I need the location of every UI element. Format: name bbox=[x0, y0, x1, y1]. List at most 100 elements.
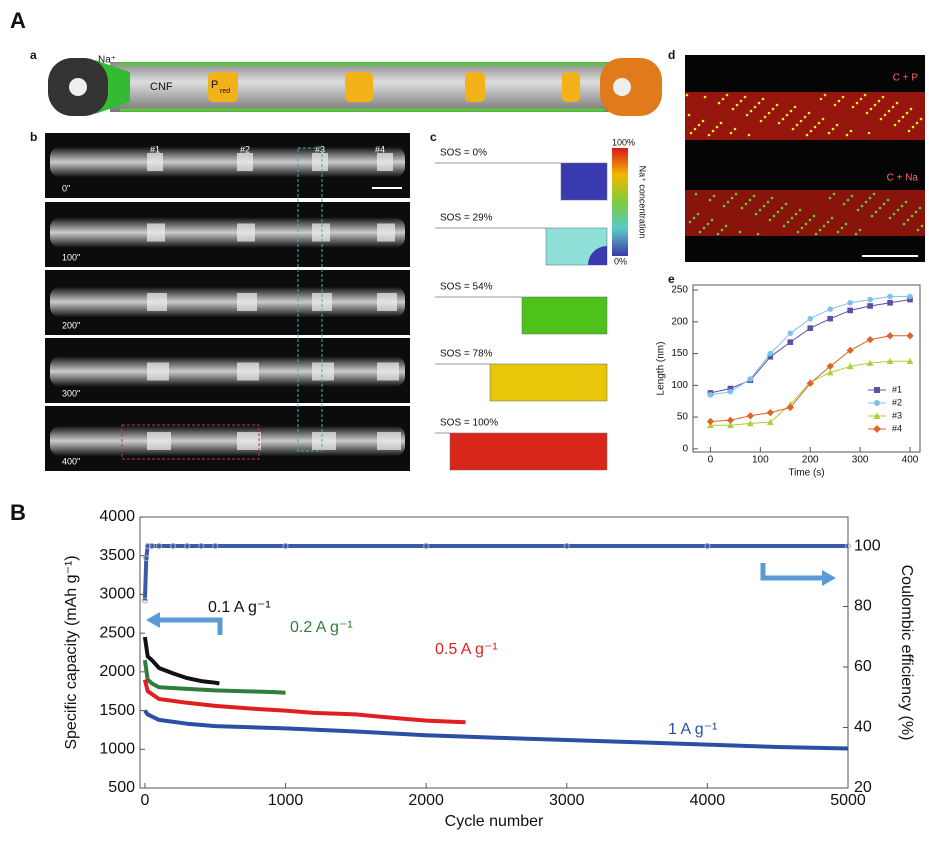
map-label: C + P bbox=[893, 73, 919, 84]
y2-tick-label: 60 bbox=[854, 658, 872, 675]
map-dot bbox=[919, 117, 923, 121]
map-dot bbox=[721, 97, 725, 101]
ion-label: Na⁺ bbox=[98, 55, 116, 66]
map-dot bbox=[722, 204, 726, 208]
particle-image bbox=[377, 362, 399, 381]
legend-label: #4 bbox=[892, 423, 902, 433]
particle-image bbox=[377, 293, 397, 311]
map-dot bbox=[708, 198, 712, 202]
arrow-head bbox=[822, 570, 836, 586]
map-dot bbox=[724, 224, 728, 228]
time-label: 200" bbox=[62, 320, 80, 330]
map-dot bbox=[804, 222, 808, 226]
particle-image bbox=[237, 153, 253, 171]
sos-label: SOS = 78% bbox=[440, 349, 493, 360]
map-dot bbox=[735, 103, 739, 107]
map-dot bbox=[711, 129, 715, 133]
map-dot bbox=[789, 109, 793, 113]
map-dot bbox=[837, 99, 841, 103]
map-dot bbox=[719, 121, 723, 125]
panel-label: a bbox=[30, 48, 37, 62]
map-dot bbox=[740, 206, 744, 210]
time-label: 300" bbox=[62, 388, 80, 398]
series-label: 0.5 A g⁻¹ bbox=[435, 641, 498, 658]
particle-image bbox=[147, 223, 165, 242]
map-dot bbox=[835, 123, 839, 127]
y-tick-label: 500 bbox=[108, 779, 135, 796]
particle-image bbox=[147, 293, 167, 311]
map-dot bbox=[909, 107, 913, 111]
map-dot bbox=[698, 230, 702, 234]
y-axis-title: Specific capacity (mAh g⁻¹) bbox=[63, 555, 80, 749]
highlight-box bbox=[121, 424, 260, 460]
x-tick-label: 4000 bbox=[690, 792, 726, 809]
y-tick-label: 3500 bbox=[99, 547, 135, 564]
y-axis-title: Length (nm) bbox=[656, 342, 667, 396]
marker bbox=[907, 293, 913, 300]
particle-label: #3 bbox=[315, 144, 325, 154]
y-tick-label: 1500 bbox=[99, 702, 135, 719]
marker bbox=[184, 543, 191, 550]
map-dot bbox=[897, 119, 901, 123]
map-dot bbox=[767, 111, 771, 115]
marker bbox=[563, 543, 570, 550]
particle-image bbox=[237, 432, 261, 450]
arrow bbox=[760, 563, 822, 581]
map-dot bbox=[758, 208, 762, 212]
marker bbox=[747, 376, 754, 382]
marker bbox=[727, 388, 734, 395]
map-dot bbox=[749, 109, 753, 113]
map-dot bbox=[752, 194, 756, 198]
colorbar-min: 0% bbox=[614, 256, 627, 266]
y-tick-label: 2500 bbox=[99, 624, 135, 641]
x-tick-label: 2000 bbox=[408, 792, 444, 809]
fiber-image bbox=[50, 147, 405, 177]
marker bbox=[866, 335, 874, 344]
x-axis-title: Cycle number bbox=[445, 813, 544, 830]
map-dot bbox=[763, 115, 767, 119]
series-label: 1 A g⁻¹ bbox=[668, 721, 717, 738]
fiber-label: CNF bbox=[150, 81, 173, 93]
map-dot bbox=[756, 232, 760, 236]
map-dot bbox=[905, 111, 909, 115]
particle-label: #4 bbox=[375, 144, 385, 154]
map-dot bbox=[865, 111, 869, 115]
map-dot bbox=[895, 101, 899, 105]
map-dot bbox=[882, 202, 886, 206]
map-dot bbox=[830, 216, 834, 220]
marker bbox=[282, 543, 289, 550]
map-dot bbox=[832, 192, 836, 196]
particle bbox=[208, 72, 238, 102]
fiber-image bbox=[50, 217, 405, 248]
marker bbox=[787, 330, 794, 337]
marker bbox=[787, 339, 794, 345]
particle-image bbox=[237, 223, 255, 242]
map-dot bbox=[846, 198, 850, 202]
panel-label: B bbox=[10, 500, 26, 525]
map-dot bbox=[892, 212, 896, 216]
map-dot bbox=[915, 121, 919, 125]
marker bbox=[706, 417, 715, 426]
map-dot bbox=[836, 230, 840, 234]
y-tick-label: 0 bbox=[682, 443, 688, 454]
map-dot bbox=[907, 129, 911, 133]
map-dot bbox=[798, 208, 802, 212]
map-dot bbox=[910, 214, 914, 218]
map-dot bbox=[826, 220, 830, 224]
particle-image bbox=[147, 362, 169, 381]
map-dot bbox=[902, 222, 906, 226]
map-dot bbox=[918, 206, 922, 210]
map-dot bbox=[720, 228, 724, 232]
marker bbox=[767, 353, 774, 360]
map-dot bbox=[879, 117, 883, 121]
y-tick-label: 200 bbox=[671, 316, 688, 327]
map-dot bbox=[828, 196, 832, 200]
particle-sub: red bbox=[220, 88, 230, 95]
map-dot bbox=[860, 204, 864, 208]
sos-label: SOS = 54% bbox=[440, 282, 493, 293]
map-band bbox=[685, 190, 925, 236]
map-dot bbox=[697, 123, 701, 127]
map-dot bbox=[840, 226, 844, 230]
map-dot bbox=[814, 232, 818, 236]
